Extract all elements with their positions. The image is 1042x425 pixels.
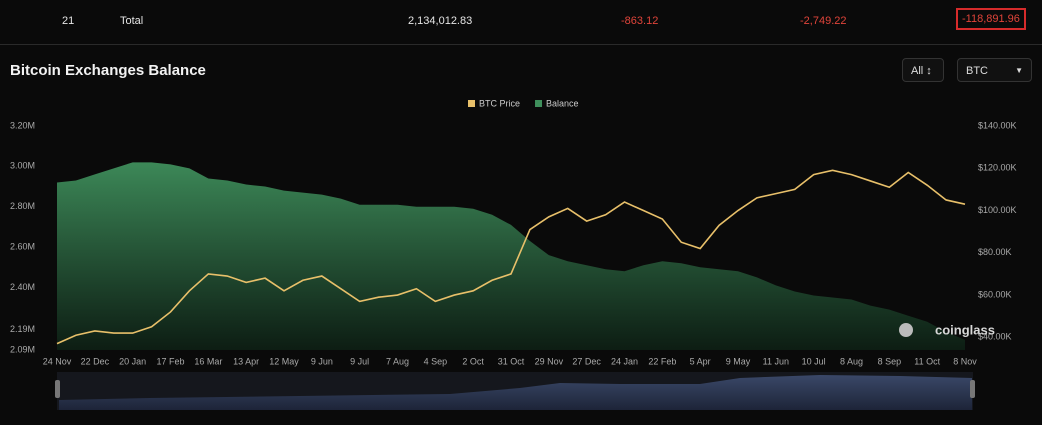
x-tick-label: 2 Oct [462,356,484,366]
legend-label: Balance [546,98,579,108]
navigator-handle[interactable] [55,380,60,398]
x-tick-label: 5 Apr [690,356,711,366]
y2-tick-label: $140.00K [978,120,1017,130]
x-tick-label: 11 Oct [914,356,940,366]
x-tick-label: 24 Jan [611,356,638,366]
y2-tick-label: $100.00K [978,205,1017,215]
balance-area [57,162,965,350]
y-tick-label: 2.60M [10,241,35,251]
legend-swatch [468,100,475,107]
y2-tick-label: $120.00K [978,163,1017,173]
balance: 2,134,012.83 [408,15,473,27]
x-tick-label: 17 Feb [156,356,184,366]
x-tick-label: 22 Dec [81,356,110,366]
x-tick-label: 9 Jun [311,356,333,366]
navigator-handle[interactable] [970,380,975,398]
y-tick-label: 3.00M [10,161,35,171]
rank: 21 [62,15,75,27]
watermark-logo [899,323,913,337]
x-tick-label: 22 Feb [648,356,676,366]
x-tick-label: 8 Nov [953,356,977,366]
range-value: All [911,65,924,77]
x-tick-label: 10 Jul [802,356,826,366]
legend-label: BTC Price [479,98,520,108]
x-tick-label: 8 Aug [840,356,863,366]
y2-tick-label: $40.00K [978,332,1012,342]
x-tick-label: 31 Oct [498,356,525,366]
price-line [56,169,966,345]
x-tick-label: 27 Dec [572,356,601,366]
change-7d: -2,749.22 [800,15,847,27]
range-select[interactable]: All ↕ [902,58,944,82]
unit-value: BTC [966,65,988,77]
x-tick-label: 9 May [726,356,751,366]
label: Total [120,15,144,27]
y2-tick-label: $80.00K [978,247,1012,257]
x-tick-label: 12 May [269,356,299,366]
navigator-area [59,375,972,410]
x-tick-label: 8 Sep [878,356,902,366]
y-tick-label: 3.20M [10,120,35,130]
x-tick-label: 20 Jan [119,356,146,366]
x-tick-label: 9 Jul [350,356,369,366]
change-30d: -118,891.96 [956,8,1026,30]
x-tick-label: 16 Mar [194,356,222,366]
x-tick-label: 11 Jun [763,356,789,366]
y2-tick-label: $60.00K [978,289,1012,299]
watermark: coinglass [935,322,995,337]
x-tick-label: 13 Apr [233,356,259,366]
summary-row: 21 Total 2,134,012.83 -863.12 -2,749.22 … [0,0,1042,45]
y-tick-label: 2.40M [10,282,35,292]
x-tick-label: 7 Aug [386,356,409,366]
change-1d: -863.12 [621,15,659,27]
y-tick-label: 2.09M [10,344,35,354]
x-tick-label: 4 Sep [424,356,448,366]
legend-swatch [535,100,543,107]
unit-select[interactable]: BTC ▼ [957,58,1032,82]
y-tick-label: 2.80M [10,201,35,211]
y-tick-label: 2.19M [10,324,35,334]
chart-title: Bitcoin Exchanges Balance [10,62,206,79]
x-tick-label: 24 Nov [43,356,72,366]
x-tick-label: 29 Nov [535,356,564,366]
